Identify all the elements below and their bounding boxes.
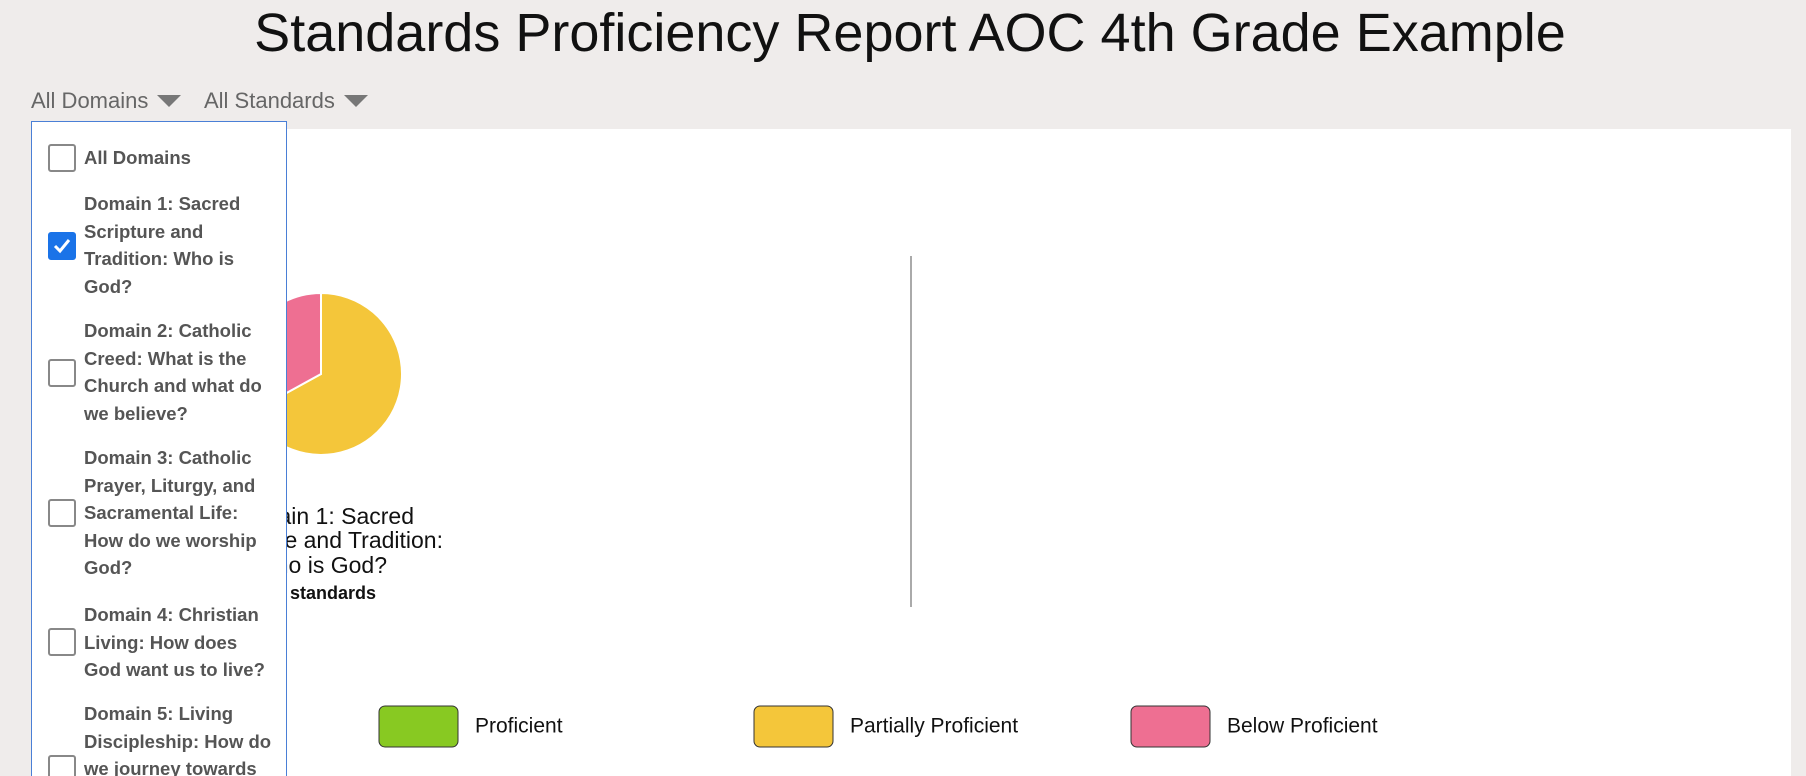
domain-option[interactable]: Domain 4: Christian Living: How does God…	[84, 604, 265, 681]
domain-option[interactable]: All Domains	[84, 147, 191, 168]
chart-caption: e and Tradition:	[284, 527, 443, 553]
chart-caption: ain 1: Sacred	[278, 503, 414, 529]
domain-filter[interactable]: All Domains	[31, 88, 149, 113]
domain-option[interactable]: Domain 5: Living Discipleship: How do we…	[84, 703, 272, 776]
legend-swatch	[753, 705, 834, 748]
domain-option[interactable]: Domain 3: Catholic Prayer, Liturgy, and …	[84, 447, 257, 579]
check-mark	[53, 239, 71, 254]
dropdown-arrow[interactable]	[157, 95, 181, 107]
caption-note: standards	[290, 583, 376, 603]
domain-option[interactable]: Domain 2: Catholic Creed: What is the Ch…	[84, 320, 262, 424]
legend-label: Below Proficient	[1227, 715, 1378, 738]
legend-swatch	[1130, 705, 1211, 748]
legend-label: Partially Proficient	[850, 715, 1018, 738]
checkbox[interactable]	[48, 144, 76, 172]
domain-dropdown: All Domains Domain 1: Sacred Scripture an…	[31, 121, 287, 776]
checkbox[interactable]	[48, 232, 76, 260]
chart-caption: ho is God?	[276, 552, 387, 578]
report-title: Standards Proficiency Report AOC 4th Gra…	[254, 3, 1566, 63]
checkbox[interactable]	[48, 628, 76, 656]
content-panel	[129, 129, 1791, 776]
checkbox[interactable]	[48, 359, 76, 387]
checkbox[interactable]	[48, 755, 76, 776]
legend-label: Proficient	[475, 715, 563, 738]
dropdown-arrow[interactable]	[344, 95, 368, 107]
domain-option[interactable]: Domain 1: Sacred Scripture and Tradition…	[84, 193, 241, 297]
legend-swatch	[378, 705, 459, 748]
standard-filter[interactable]: All Standards	[204, 88, 335, 113]
checkbox[interactable]	[48, 499, 76, 527]
